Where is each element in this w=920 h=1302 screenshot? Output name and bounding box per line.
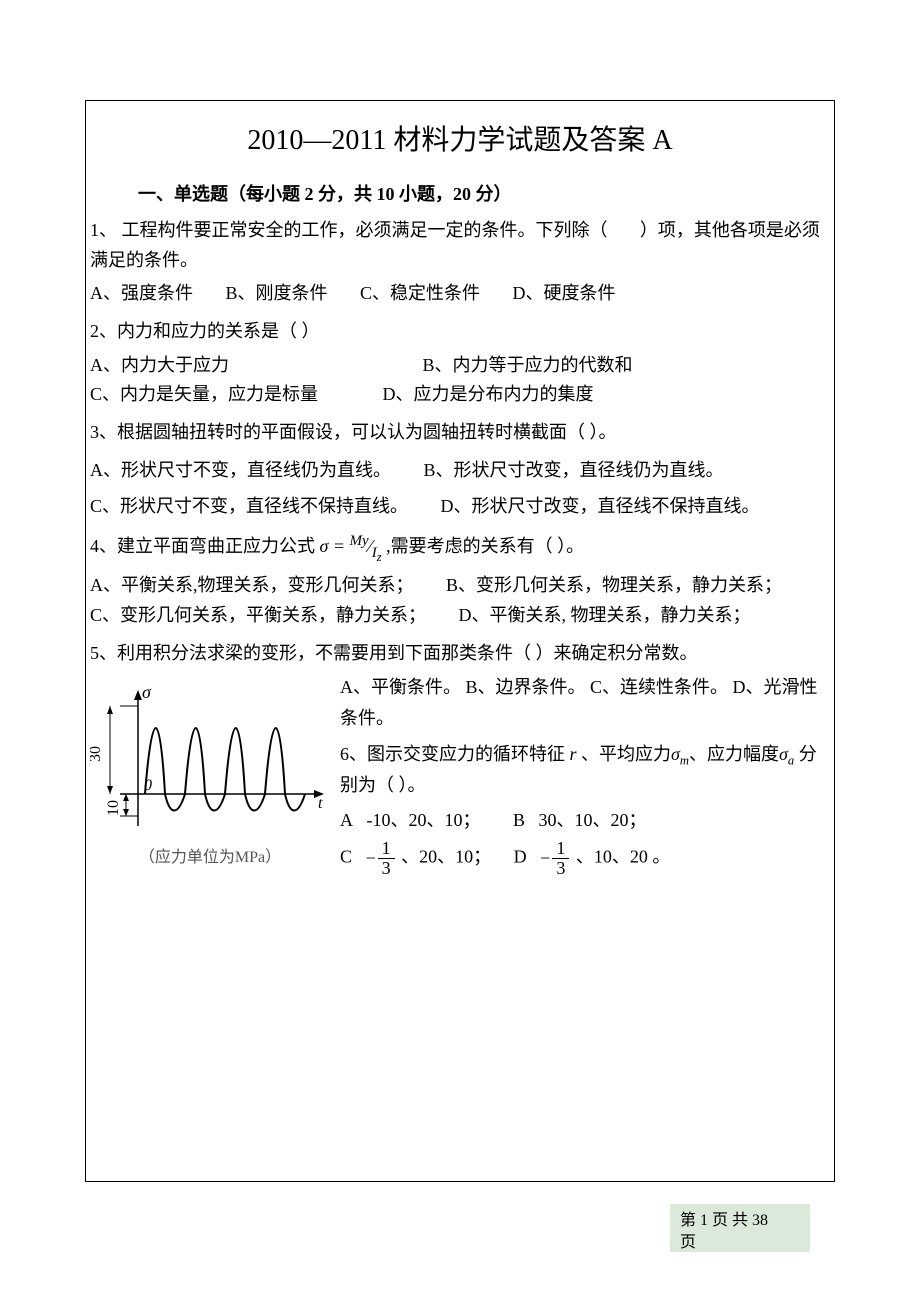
q6-sigma-a: σ <box>779 744 788 764</box>
q4-opt-b: B、变形几何关系，物理关系，静力关系； <box>446 571 782 601</box>
stress-wave-svg: σ 30 10 0 t <box>90 676 330 836</box>
q4-pre: 4、建立平面弯曲正应力公式 <box>90 536 315 556</box>
q6-opt-a-val: -10、20、10； <box>367 810 481 830</box>
q6-opt-c-rest: 、20、10； <box>401 847 491 867</box>
q3-text: 3、根据圆轴扭转时的平面假设，可以认为圆轴扭转时横截面（ ）。 <box>90 418 830 448</box>
q6-d-num: 1 <box>552 839 569 859</box>
q6-options-row1: A -10、20、10； B 30、10、20； <box>340 805 830 836</box>
q6-opt-c-frac: 13 <box>378 839 395 878</box>
q1-opt-d: D、硬度条件 <box>513 279 616 309</box>
q6-pre: 6、图示交变应力的循环特征 <box>340 744 565 764</box>
figure-caption: （应力单位为MPa） <box>90 843 330 867</box>
q6-text: 6、图示交变应力的循环特征 r 、平均应力σm、应力幅度σa 分别为（ ）。 <box>340 740 830 801</box>
q4-frac-num: My <box>350 533 369 549</box>
q1-opt-b: B、刚度条件 <box>226 279 328 309</box>
origin-label: 0 <box>144 777 152 794</box>
q3-opt-d: D、形状尺寸改变，直径线不保持直线。 <box>441 492 760 522</box>
label-10: 10 <box>105 800 122 816</box>
q4-fraction: My⁄Iz <box>350 529 382 567</box>
q3-opt-c: C、形状尺寸不变，直径线不保持直线。 <box>90 492 408 522</box>
q3-opt-a: A、形状尺寸不变，直径线仍为直线。 <box>90 456 391 486</box>
stress-figure: σ 30 10 0 t （应力单位为MPa） <box>90 676 330 867</box>
q5-opt-a: A、平衡条件。 <box>340 677 461 697</box>
footer-line2: 页 <box>680 1234 696 1251</box>
q4-opt-d: D、平衡关系, 物理关系，静力关系； <box>459 601 751 631</box>
q5-opt-b: B、边界条件。 <box>466 677 586 697</box>
q3-opt-b: B、形状尺寸改变，直径线仍为直线。 <box>424 456 724 486</box>
q3-options: A、形状尺寸不变，直径线仍为直线。 B、形状尺寸改变，直径线仍为直线。 C、形状… <box>90 456 830 521</box>
q4-text: 4、建立平面弯曲正应力公式 σ = My⁄Iz ,需要考虑的关系有（ ）。 <box>90 529 830 567</box>
q6-mid2: 、应力幅度 <box>689 744 779 764</box>
q1-part-a: 1、 工程构件要正常安全的工作，必须满足一定的条件。下列除（ <box>90 220 608 240</box>
q6-opt-c: C −13 、20、10； <box>340 839 491 878</box>
q1-opt-a: A、强度条件 <box>90 279 193 309</box>
q6-opt-d-label: D <box>514 847 527 867</box>
q6-opt-b-label: B <box>513 810 525 830</box>
section-1-header: 一、单选题（每小题 2 分，共 10 小题，20 分） <box>138 180 830 206</box>
q6-opt-c-label: C <box>340 847 352 867</box>
footer-a: 第 <box>680 1212 700 1229</box>
footer-cur: 1 <box>700 1212 708 1229</box>
q6-d-den: 3 <box>552 859 569 878</box>
q2-text: 2、内力和应力的关系是（ ） <box>90 317 830 347</box>
q2-opt-b: B、内力等于应力的代数和 <box>423 351 633 381</box>
footer-total: 38 <box>752 1212 768 1229</box>
q1-options: A、强度条件 B、刚度条件 C、稳定性条件 D、硬度条件 <box>90 279 830 309</box>
q1-opt-c: C、稳定性条件 <box>360 279 480 309</box>
q6-c-num: 1 <box>378 839 395 859</box>
q6-opt-a: A -10、20、10； <box>340 805 481 836</box>
q2-opt-a: A、内力大于应力 <box>90 351 390 381</box>
q4-post: ,需要考虑的关系有（ ）。 <box>386 536 584 556</box>
q4-options: A、平衡关系,物理关系，变形几何关系； B、变形几何关系，物理关系，静力关系； … <box>90 571 830 630</box>
q6-sigma-m-sub: m <box>680 753 689 767</box>
footer-b: 页 共 <box>708 1212 752 1229</box>
q5-text: 5、利用积分法求梁的变形，不需要用到下面那类条件（ ）来确定积分常数。 <box>90 639 830 669</box>
sigma-axis-label: σ <box>142 682 152 702</box>
q2-opt-d: D、应力是分布内力的集度 <box>383 380 594 410</box>
page-footer: 第 1 页 共 38 页 <box>670 1204 810 1252</box>
q6-c-den: 3 <box>378 859 395 878</box>
q4-sigma: σ = <box>320 536 346 556</box>
q6-opt-a-label: A <box>340 810 353 830</box>
page: 2010—2011 材料力学试题及答案 A 一、单选题（每小题 2 分，共 10… <box>0 0 920 1302</box>
q6-opt-d: D −13 、10、20 。 <box>514 839 671 878</box>
q6-mid1: 、平均应力 <box>581 744 671 764</box>
q2-options: A、内力大于应力 B、内力等于应力的代数和 C、内力是矢量，应力是标量 D、应力… <box>90 351 830 410</box>
q5-opt-c: C、连续性条件。 <box>590 677 728 697</box>
t-axis-label: t <box>318 795 323 812</box>
q4-opt-c: C、变形几何关系，平衡关系，静力关系； <box>90 601 426 631</box>
q6-opt-d-frac: 13 <box>552 839 569 878</box>
q2-opt-c: C、内力是矢量，应力是标量 <box>90 380 350 410</box>
q5-options: A、平衡条件。 B、边界条件。 C、连续性条件。 D、光滑性条件。 <box>340 672 830 733</box>
content-area: 2010—2011 材料力学试题及答案 A 一、单选题（每小题 2 分，共 10… <box>90 118 830 878</box>
q6-opt-b: B 30、10、20； <box>513 805 647 836</box>
q6-opt-b-val: 30、10、20； <box>539 810 647 830</box>
q6-sigma-m: σ <box>671 744 680 764</box>
q4-frac-den-sub: z <box>377 550 382 564</box>
q5-q6-right: A、平衡条件。 B、边界条件。 C、连续性条件。 D、光滑性条件。 6、图示交变… <box>340 672 830 878</box>
q1-text: 1、 工程构件要正常安全的工作，必须满足一定的条件。下列除（）项，其他各项是必须… <box>90 216 830 275</box>
q6-r: r <box>570 744 577 764</box>
q5-q6-wrap: σ 30 10 0 t （应力单位为MPa） A、平衡条件。 B、边界条件。 C… <box>90 672 830 878</box>
exam-title: 2010—2011 材料力学试题及答案 A <box>90 118 830 158</box>
q6-options-row2: C −13 、20、10； D −13 、10、20 。 <box>340 839 830 878</box>
q6-sigma-a-sub: a <box>788 753 794 767</box>
label-30: 30 <box>90 746 104 762</box>
q4-opt-a: A、平衡关系,物理关系，变形几何关系； <box>90 571 414 601</box>
q6-opt-d-rest: 、10、20 。 <box>576 847 671 867</box>
